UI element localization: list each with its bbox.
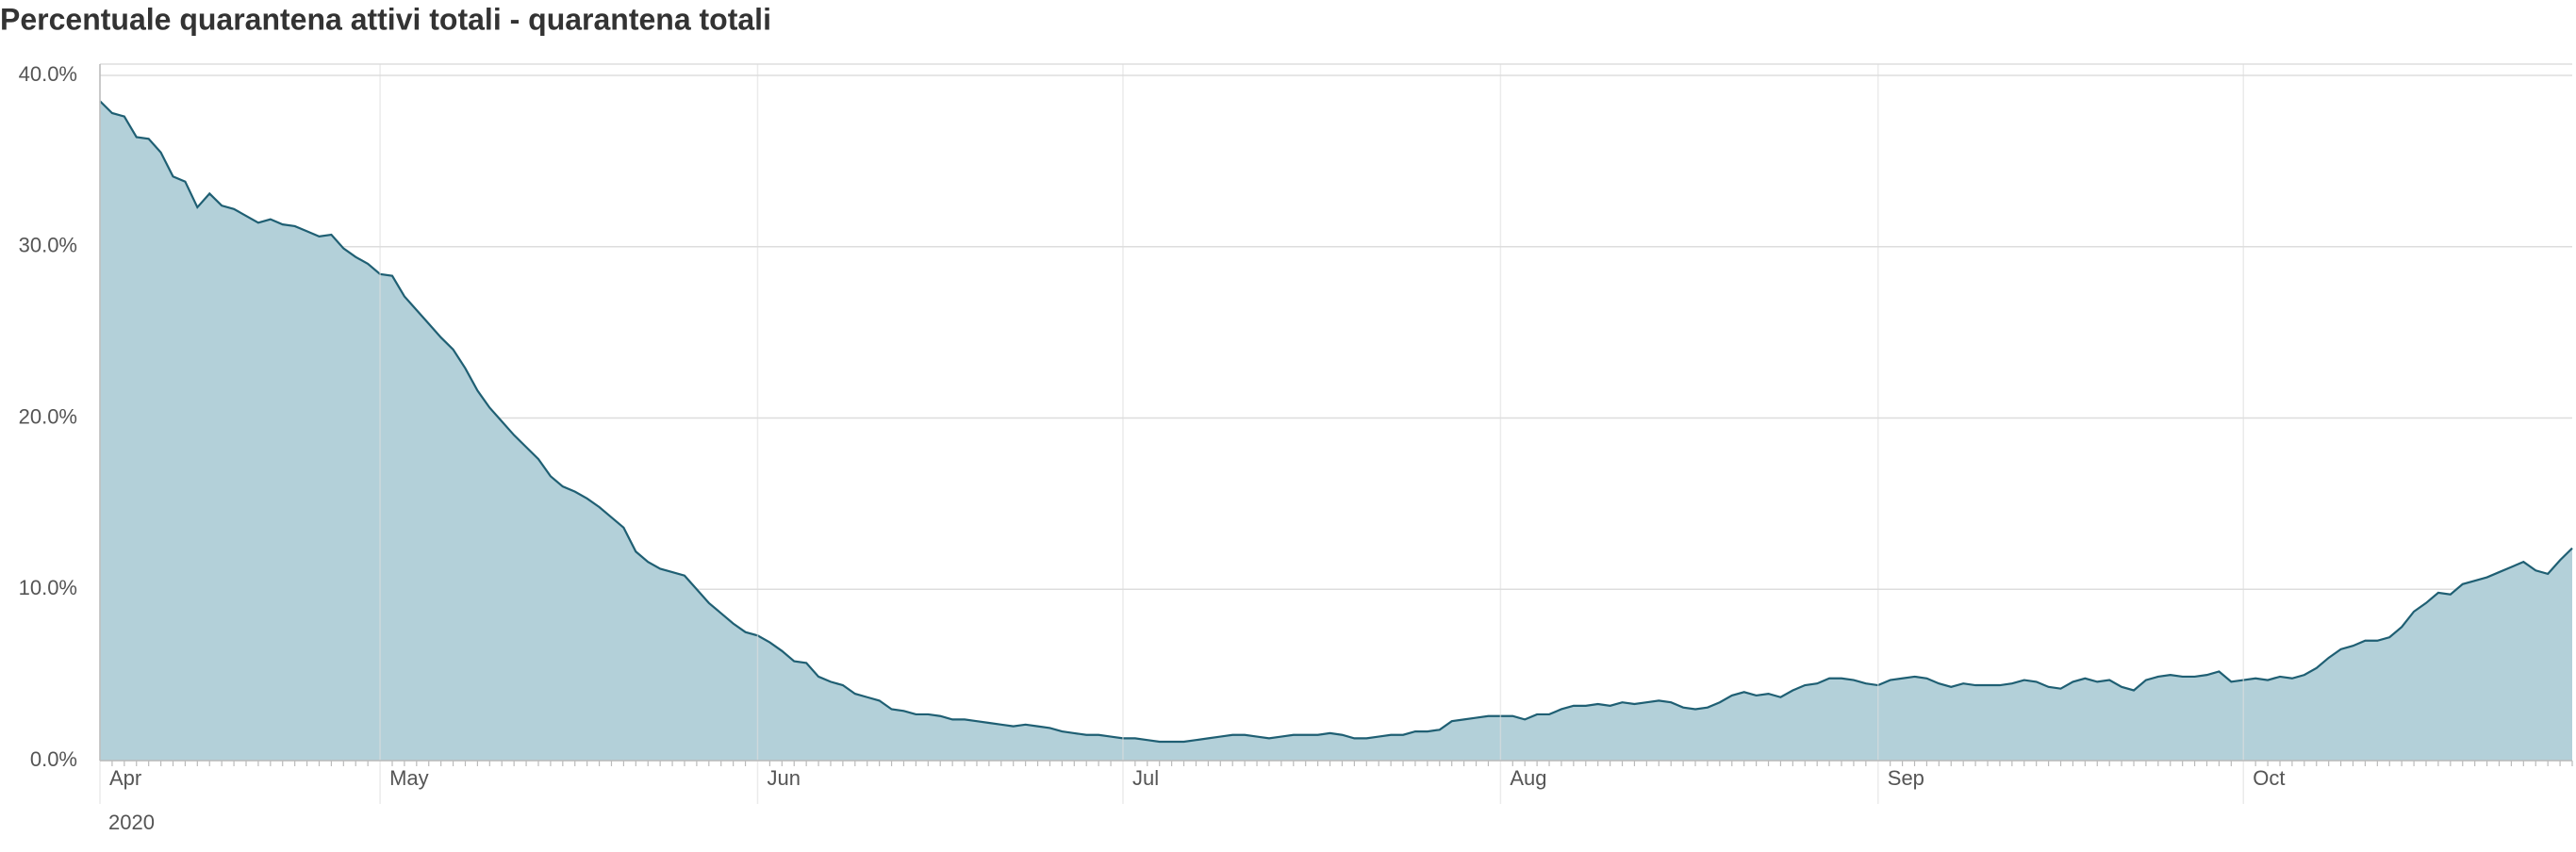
x-tick-label: Apr [109,766,141,790]
y-tick-label: 10.0% [19,576,77,599]
x-tick-label: Jun [767,766,800,790]
year-label: 2020 [108,811,155,834]
chart-title: Percentuale quarantena attivi totali - q… [0,2,771,36]
x-tick-label: Jul [1132,766,1159,790]
x-tick-label: Aug [1510,766,1546,790]
x-tick-label: Oct [2253,766,2285,790]
x-tick-label: Sep [1888,766,1924,790]
y-tick-label: 20.0% [19,404,77,428]
x-tick-label: May [389,766,429,790]
y-tick-label: 30.0% [19,234,77,257]
line [99,100,2573,744]
y-tick-label: 0.0% [30,747,77,771]
y-tick-label: 40.0% [19,62,77,86]
area [100,101,2572,761]
